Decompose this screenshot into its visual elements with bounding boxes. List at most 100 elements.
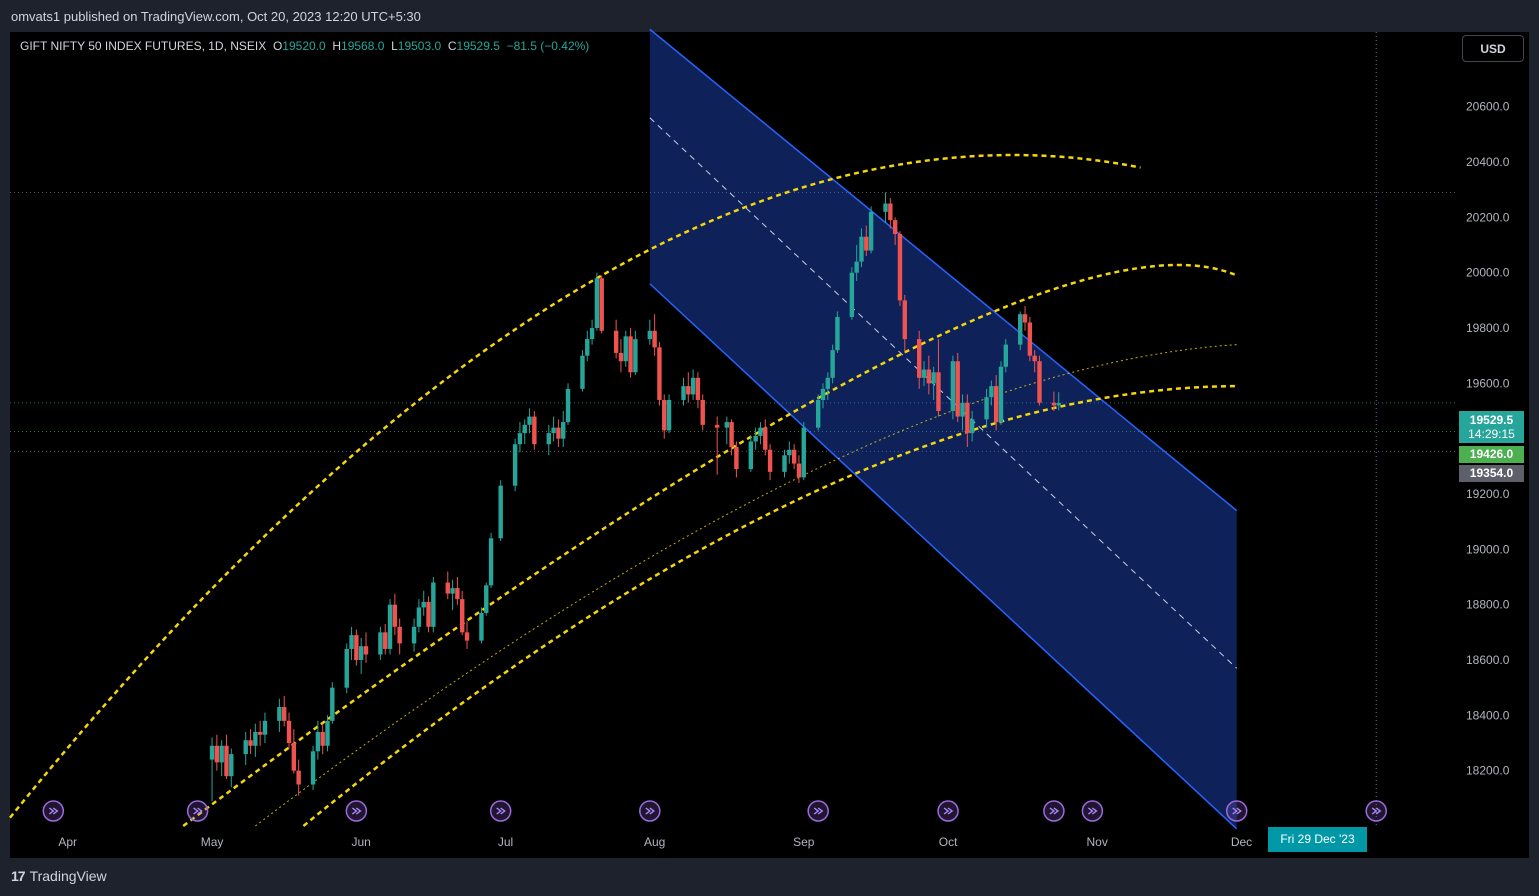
candle-body	[864, 236, 869, 251]
candle-body	[700, 399, 705, 425]
candle-body	[950, 361, 956, 412]
candle-body	[897, 233, 903, 301]
candle-body	[546, 433, 551, 445]
event-marker-glyph	[193, 807, 203, 815]
candle-body	[392, 604, 398, 627]
candle-body	[599, 278, 604, 331]
candle-body	[729, 422, 734, 447]
candle-body	[243, 740, 248, 755]
price-tick-label: 19200.0	[1466, 487, 1510, 501]
publish-bar: omvats1 published on TradingView.com, Oc…	[0, 0, 1539, 32]
candle-body	[628, 336, 633, 373]
candle-body	[291, 743, 297, 771]
candle-body	[1027, 322, 1033, 356]
candle-body	[695, 377, 701, 400]
candle-body	[921, 369, 927, 378]
candle-body	[325, 720, 330, 746]
price-tick-label: 18200.0	[1466, 764, 1510, 778]
horizontal-levels-layer	[10, 32, 1458, 826]
candle-body	[277, 707, 282, 721]
tradingview-brand: TradingView	[29, 868, 107, 884]
time-tick-label: Sep	[793, 835, 815, 849]
candle-body	[431, 582, 436, 627]
candle-body	[618, 352, 624, 362]
candle-body	[767, 449, 773, 472]
candle-body	[257, 731, 263, 735]
candle-body	[662, 399, 667, 431]
candle-body	[796, 463, 802, 478]
candle-body	[993, 386, 999, 423]
candle-body	[214, 745, 220, 763]
candle-body	[888, 203, 893, 221]
candle-body	[931, 372, 936, 384]
candle-body	[965, 402, 970, 434]
open-label: O	[272, 39, 283, 53]
candle-body	[248, 740, 253, 746]
candle-body	[892, 220, 898, 234]
price-tick-label: 18600.0	[1466, 653, 1510, 667]
time-axis[interactable]: Apr May Jun Jul Aug Sep Oct Nov Dec	[58, 835, 1252, 849]
candle-body	[883, 203, 888, 212]
candle-body	[532, 416, 537, 445]
regression-channel[interactable]	[649, 28, 1238, 830]
candle-body	[224, 745, 229, 777]
candle-body	[801, 427, 806, 478]
candle-body	[479, 612, 484, 641]
candle-body	[397, 626, 402, 644]
time-tick-label: Nov	[1087, 835, 1108, 849]
low-value: 19503.0	[397, 39, 442, 53]
tradingview-icon: 17	[11, 868, 26, 884]
candle-body	[748, 441, 754, 470]
time-crosshair-label: Fri 29 Dec '23	[1268, 827, 1367, 852]
candle-body	[594, 278, 600, 329]
candle-body	[561, 422, 566, 439]
candle-body	[556, 427, 561, 439]
event-marker-glyph	[943, 807, 954, 815]
channel-upper-line	[649, 28, 1238, 512]
event-marker-glyph	[1232, 807, 1242, 815]
tradingview-logo[interactable]: 17 TradingView	[11, 868, 107, 884]
candle-body	[1032, 355, 1037, 362]
chart-pane[interactable]	[10, 32, 1529, 858]
candle-body	[450, 588, 455, 594]
symbol-legend: GIFT NIFTY 50 INDEX FUTURES, 1D, NSEIX O…	[20, 39, 589, 53]
event-marker-glyph	[1087, 807, 1098, 815]
candle-body	[512, 444, 518, 486]
candle-body	[320, 731, 325, 746]
high-label: H	[332, 39, 342, 53]
open-value: 19520.0	[282, 39, 326, 53]
countdown-value: 14:29:15	[1468, 427, 1515, 441]
candle-body	[613, 330, 619, 353]
candle-body	[830, 350, 835, 378]
candle-body	[262, 720, 268, 735]
candle-body	[349, 635, 354, 649]
candle-body	[310, 751, 316, 785]
time-tick-label: Jun	[351, 835, 370, 849]
currency-button[interactable]: USD	[1462, 35, 1524, 62]
candle-body	[936, 372, 941, 412]
candles-layer	[209, 192, 1061, 802]
event-markers-layer[interactable]	[42, 800, 1387, 822]
candle-body	[787, 449, 792, 456]
candle-body	[955, 361, 960, 417]
candle-body	[917, 339, 922, 378]
price-tick-label: 19800.0	[1466, 321, 1510, 335]
candle-body	[960, 402, 965, 417]
candle-body	[835, 316, 840, 351]
candle-body	[282, 707, 287, 721]
candle-body	[791, 449, 797, 464]
candle-body	[421, 601, 426, 608]
candle-body	[753, 435, 758, 442]
candle-body	[551, 427, 556, 434]
candle-body	[633, 339, 638, 373]
event-marker-glyph	[351, 807, 362, 815]
footer-bar	[0, 858, 1539, 896]
candle-body	[854, 261, 859, 273]
time-tick-label: Dec	[1231, 835, 1252, 849]
candle-body	[580, 355, 585, 389]
candle-body	[378, 632, 383, 655]
event-marker-glyph	[496, 807, 506, 815]
candle-body	[219, 745, 224, 763]
candle-body	[459, 599, 465, 633]
